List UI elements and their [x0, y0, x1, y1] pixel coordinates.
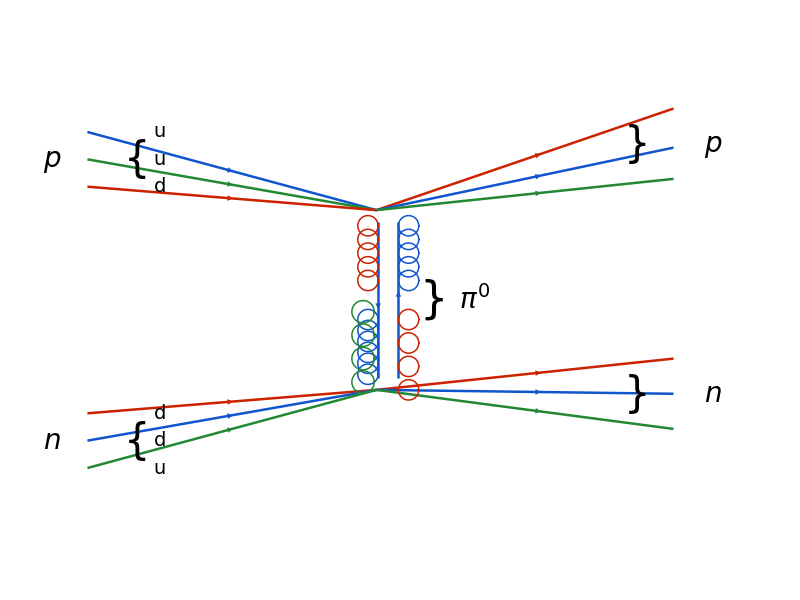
Text: u: u — [154, 122, 166, 142]
Text: $\{$: $\{$ — [122, 419, 146, 463]
Text: p: p — [704, 130, 722, 158]
Text: $\pi^0$: $\pi^0$ — [458, 285, 490, 315]
Text: $\}$: $\}$ — [419, 278, 444, 322]
Text: $\}$: $\}$ — [622, 372, 646, 416]
Text: n: n — [43, 427, 61, 455]
Text: d: d — [154, 431, 166, 450]
Text: d: d — [154, 177, 166, 196]
Text: u: u — [154, 150, 166, 169]
Text: $\}$: $\}$ — [622, 122, 646, 166]
Text: d: d — [154, 404, 166, 423]
Text: n: n — [704, 380, 722, 408]
Text: p: p — [43, 145, 61, 173]
Text: $\{$: $\{$ — [122, 137, 146, 181]
Text: u: u — [154, 458, 166, 478]
